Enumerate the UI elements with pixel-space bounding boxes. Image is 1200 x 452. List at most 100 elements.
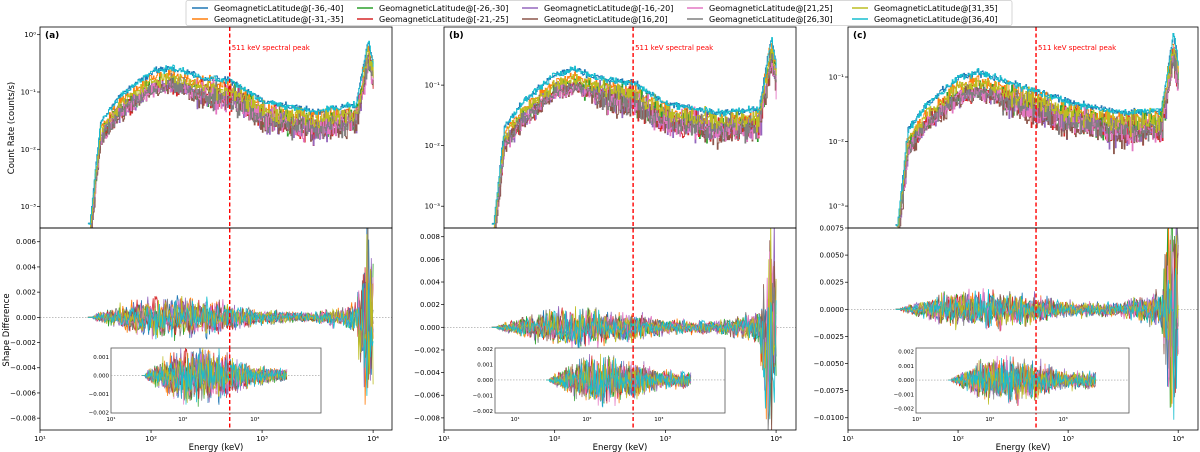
legend-label: GeomagneticLatitude@[-31,-35] (214, 15, 343, 24)
legend-label: GeomagneticLatitude@[21,25] (709, 4, 833, 13)
legend-item: GeomagneticLatitude@[-31,-35] (192, 15, 343, 24)
legend-item: GeomagneticLatitude@[21,25] (687, 4, 833, 13)
top-y-tick-label: 10⁻³ (829, 203, 845, 211)
bottom-y-tick-label: −0.0075 (814, 387, 844, 395)
shape-difference-line-4 (491, 228, 777, 371)
inset-plot (111, 348, 321, 407)
inset-y-tick-label: 0.002 (477, 347, 493, 353)
bottom-y-tick-label: −0.002 (414, 346, 440, 354)
x-tick-label: 10⁴ (1172, 435, 1184, 443)
bottom-axes-frame (847, 227, 1199, 431)
inset-x-tick-label: 10² (582, 416, 591, 423)
inset-y-tick-label: −0.002 (89, 411, 109, 417)
inset-y-tick-label: 0.000 (898, 378, 914, 384)
top-y-tick-label: 10⁻¹ (425, 82, 441, 90)
spectrum-line-1 (493, 43, 777, 228)
x-axis-label: Energy (keV) (189, 443, 244, 452)
bottom-y-tick-label: −0.006 (414, 392, 440, 400)
bottom-y-tick-label: −0.004 (414, 369, 440, 377)
x-tick-label: 10³ (256, 435, 268, 443)
legend-label: GeomagneticLatitude@[-21,-25] (379, 15, 508, 24)
legend-item: GeomagneticLatitude@[16,20] (522, 15, 668, 24)
legend-item: GeomagneticLatitude@[31,35] (852, 4, 998, 13)
bottom-y-tick-label: −0.008 (10, 415, 36, 423)
inset-y-tick-label: 0.001 (898, 364, 914, 370)
panel-c: 511 keV spectral peak (c) 10¹ 10² 10³ 10⁴ Ener… (814, 26, 1199, 452)
top-y-tick-label: 10⁻³ (425, 203, 441, 211)
spectrum-line-8 (88, 47, 374, 228)
legend-label: GeomagneticLatitude@[-26,-30] (379, 4, 508, 13)
spectrum-line-3 (898, 47, 1179, 228)
bottom-y-tick-label: 0.0075 (820, 225, 845, 233)
bottom-y-tick-label: 0.006 (420, 256, 441, 264)
legend-label: GeomagneticLatitude@[31,35] (874, 4, 998, 13)
legend-item: GeomagneticLatitude@[26,30] (687, 15, 833, 24)
shape-difference-line-6 (87, 251, 374, 362)
x-tick-label: 10² (145, 435, 157, 443)
inset-y-tick-label: −0.001 (894, 392, 914, 398)
spectrum-line-5 (495, 49, 777, 228)
spectrum-line-2 (898, 51, 1179, 228)
spectrum-line-9 (491, 37, 777, 225)
legend-item: GeomagneticLatitude@[-21,-25] (357, 15, 508, 24)
x-axis-label: Energy (keV) (996, 443, 1051, 452)
spectrum-line-3 (91, 55, 374, 228)
bottom-y-tick-label: 0.008 (420, 233, 440, 241)
top-y-tick-label: 10⁻³ (21, 203, 37, 211)
bottom-y-tick-label: −0.006 (10, 389, 36, 397)
shape-difference-line-9 (87, 283, 374, 396)
shape-difference-line-9 (895, 268, 1179, 420)
x-tick-label: 10³ (660, 435, 672, 443)
spectrum-line-3 (494, 55, 777, 228)
legend: GeomagneticLatitude@[-36,-40] Geomagnetic… (185, 0, 1013, 26)
inset-y-tick-label: 0.001 (93, 355, 109, 361)
top-y-tick-label: 10⁻² (425, 142, 441, 150)
inset-x-tick-label: 10¹ (912, 416, 921, 423)
panel-a: 511 keV spectral peak (a) 10¹ 10² 10³ 10⁴ Ener… (2, 26, 393, 452)
legend-label: GeomagneticLatitude@[26,30] (709, 15, 833, 24)
bottom-y-tick-label: −0.0025 (814, 333, 844, 341)
bottom-y-tick-label: 0.0025 (820, 279, 845, 287)
top-y-tick-label: 10⁻¹ (21, 88, 37, 96)
x-tick-label: 10⁴ (367, 435, 379, 443)
inset-line-9 (142, 348, 287, 405)
legend-item: GeomagneticLatitude@[-26,-30] (357, 4, 508, 13)
inset-x-tick-label: 10³ (1059, 416, 1068, 423)
spectrum-line-4 (898, 51, 1179, 228)
panel-b: 511 keV spectral peak (b) 10¹ 10² 10³ 10⁴ Ener… (414, 26, 797, 452)
x-tick-label: 10³ (1062, 435, 1074, 443)
top-y-tick-label: 10⁻¹ (829, 74, 845, 82)
legend-frame (185, 0, 1013, 26)
spectrum-line-7 (898, 50, 1179, 228)
annotation-511-kev: 511 keV spectral peak (1038, 44, 1117, 52)
bottom-y-tick-label: 0.004 (420, 279, 441, 287)
spectrum-line-5 (91, 52, 374, 228)
top-y-tick-label: 10⁻² (21, 146, 37, 154)
x-tick-label: 10¹ (842, 435, 854, 443)
inset-y-tick-label: 0.000 (93, 374, 109, 380)
legend-item: GeomagneticLatitude@[-36,-40] (192, 4, 343, 13)
legend-item: GeomagneticLatitude@[-16,-20] (522, 4, 673, 13)
legend-label: GeomagneticLatitude@[36,40] (874, 15, 998, 24)
bottom-y-tick-label: 0.000 (420, 324, 440, 332)
count-rate-plot (87, 40, 374, 228)
inset-x-tick-label: 10³ (654, 416, 663, 423)
spectrum-line-8 (493, 49, 777, 228)
annotation-511-kev: 511 keV spectral peak (635, 44, 714, 52)
inset-x-tick-label: 10² (985, 416, 994, 423)
shape-difference-line-9 (491, 300, 777, 420)
bottom-y-tick-label: −0.008 (414, 414, 440, 422)
inset-y-tick-label: 0.001 (477, 362, 493, 368)
x-tick-label: 10¹ (34, 435, 46, 443)
bottom-y-tick-label: 0.002 (16, 289, 36, 297)
spectrum-line-7 (90, 55, 374, 228)
shape-difference-plot (848, 228, 1198, 420)
panel-label: (c) (853, 31, 867, 41)
inset-y-tick-label: −0.002 (473, 409, 493, 415)
legend-label: GeomagneticLatitude@[-36,-40] (214, 4, 343, 13)
inset-plot (916, 355, 1129, 407)
inset-x-tick-label: 10² (178, 416, 187, 423)
y-axis-label-shape-difference: Shape Difference (2, 293, 12, 366)
bottom-y-tick-label: 0.000 (16, 314, 36, 322)
bottom-y-tick-label: −0.004 (10, 364, 36, 372)
